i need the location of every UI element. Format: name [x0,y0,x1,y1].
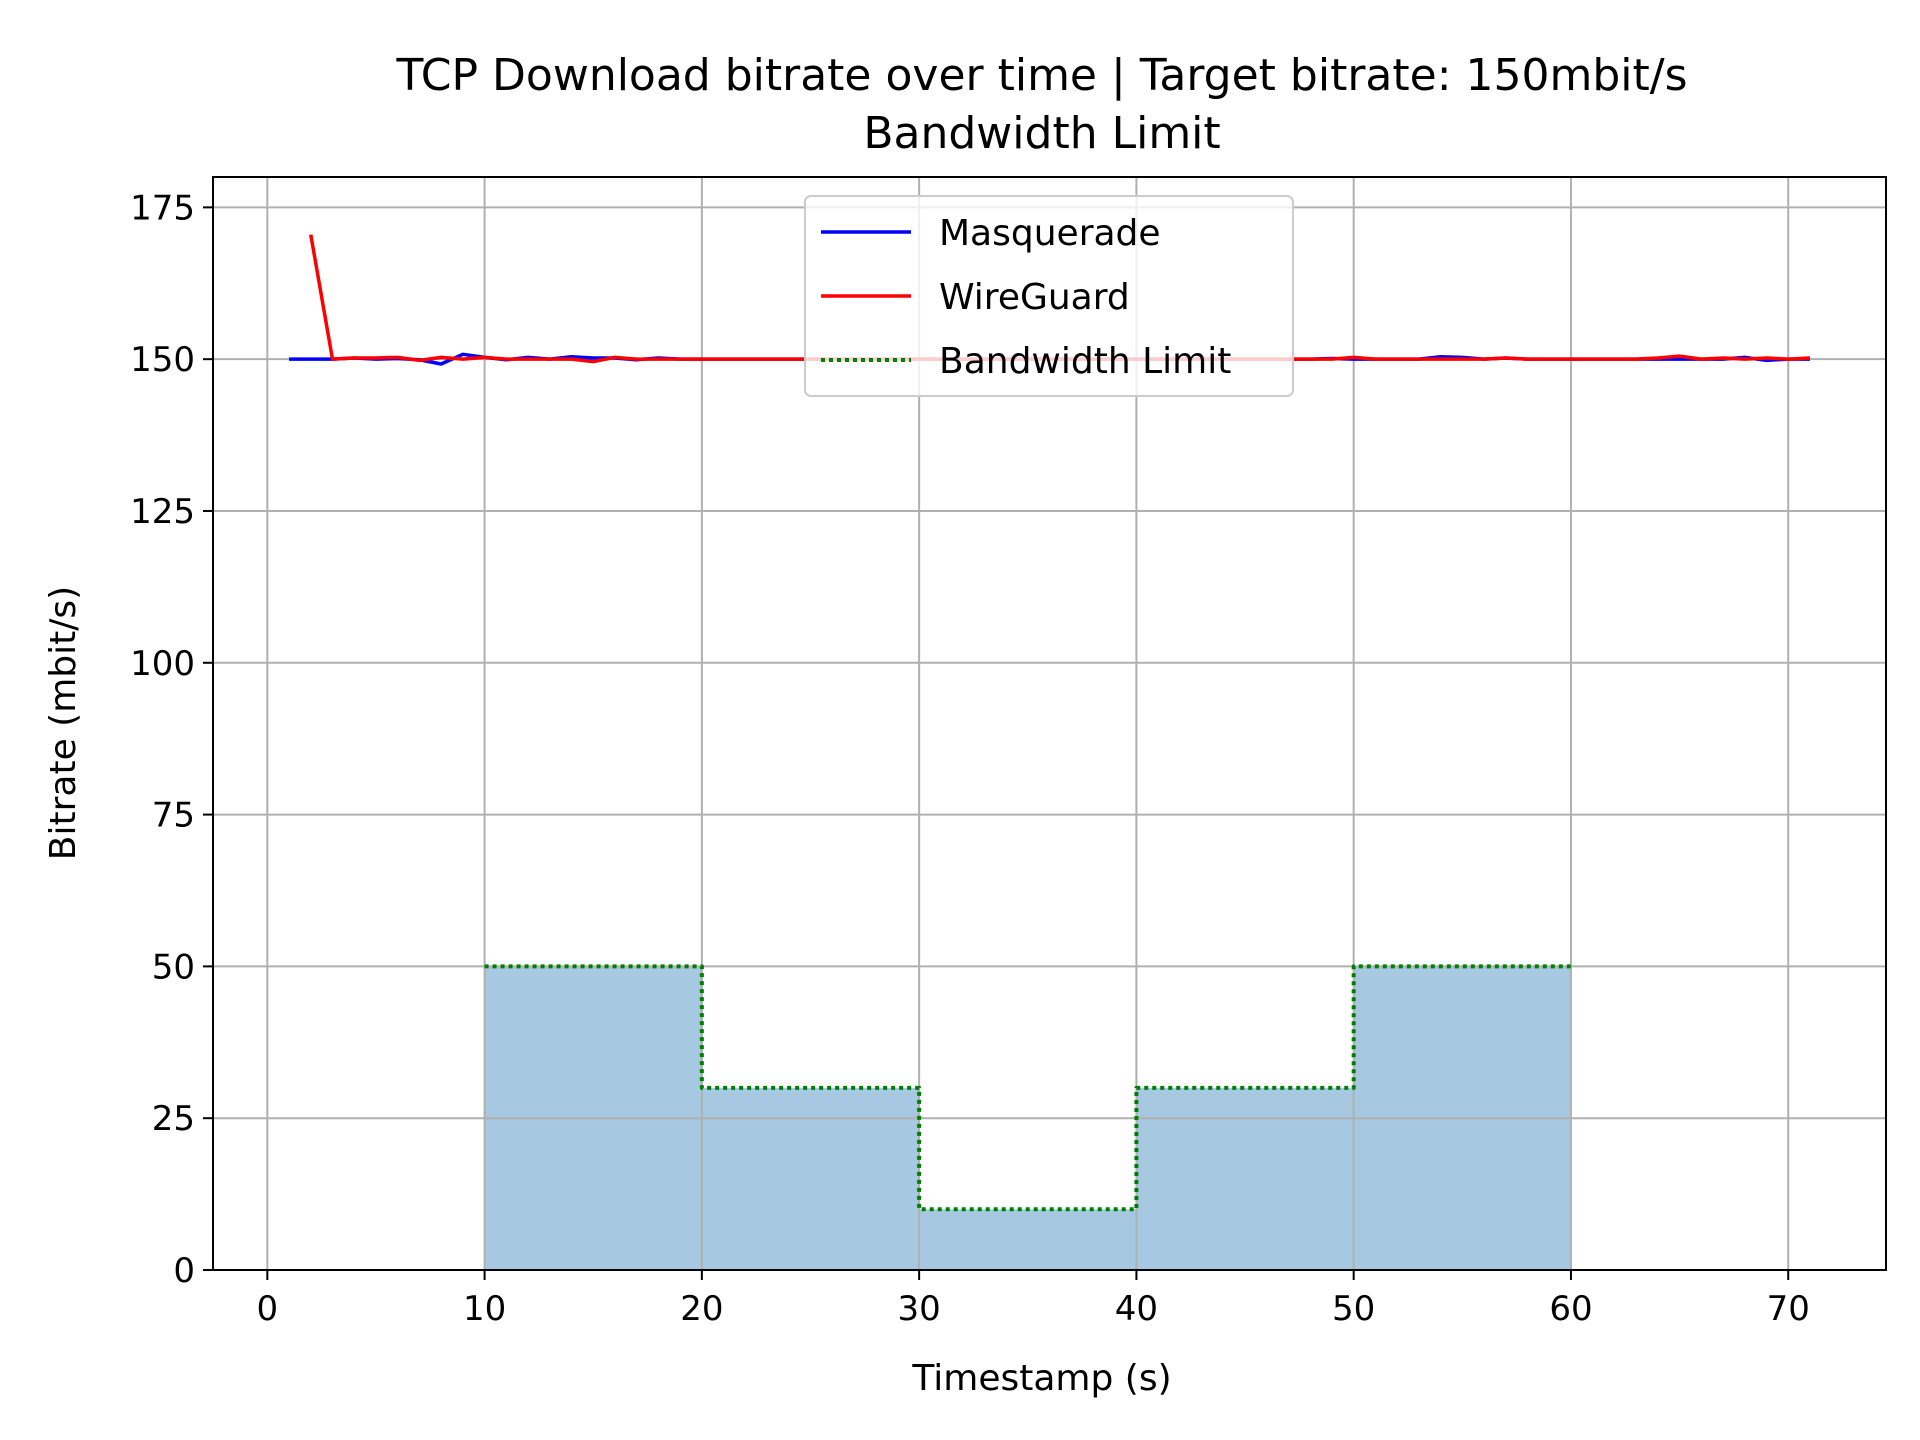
x-tick-label: 60 [1549,1289,1592,1329]
chart-title: TCP Download bitrate over time | Target … [395,50,1687,101]
x-tick-label: 70 [1767,1289,1810,1329]
y-tick-label: 150 [130,340,195,380]
y-tick-label: 25 [152,1099,195,1139]
x-tick-label: 30 [898,1289,941,1329]
legend: Masquerade WireGuard Bandwidth Limit [804,195,1294,397]
y-tick-label: 75 [152,796,195,836]
bandwidth-limit-series-line [484,964,1571,1212]
fill-layer [484,966,1571,1270]
x-tick-label: 10 [463,1289,506,1329]
x-tick-label: 20 [680,1289,723,1329]
plot-frame [212,176,1887,1271]
y-tick-label: 175 [130,188,195,228]
y-axis-label: Bitrate (mbit/s) [43,586,84,860]
x-tick-label: 40 [1115,1289,1158,1329]
y-tick-label: 0 [173,1251,195,1291]
y-tick-label: 50 [152,947,195,987]
legend-box [804,195,1294,397]
y-tick-label: 125 [130,492,195,532]
legend-label-masquerade: Masquerade [939,213,1161,254]
bandwidth-limit-area [484,966,1571,1270]
chart-subtitle: Bandwidth Limit [863,108,1220,159]
legend-label-bandwidth-limit: Bandwidth Limit [939,341,1231,382]
y-tick-label: 100 [130,644,195,684]
x-tick-label: 0 [256,1289,278,1329]
x-tick-label: 50 [1332,1289,1375,1329]
ticks-layer: 0 10 20 30 40 50 60 70 0 25 50 75 100 125 150 175 [130,188,1810,1329]
x-axis-label: Timestamp (s) [911,1358,1171,1399]
legend-label-wireguard: WireGuard [939,277,1130,318]
